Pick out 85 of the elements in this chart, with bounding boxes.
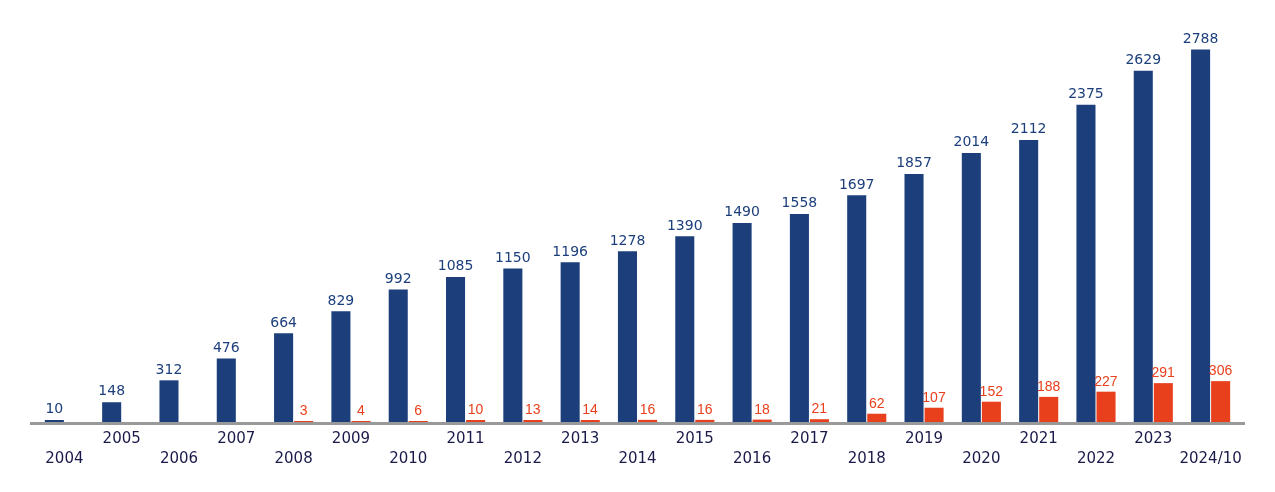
x-tick-label: 2023 — [1134, 429, 1173, 447]
x-tick-label: 2024/10 — [1179, 448, 1242, 467]
bar — [789, 213, 809, 422]
data-label: 14 — [582, 401, 599, 417]
x-tick-label: 2009 — [331, 429, 371, 447]
data-label: 10 — [467, 401, 484, 417]
data-label: 1857 — [896, 154, 932, 171]
bar — [1039, 396, 1059, 422]
x-tick-label: 2013 — [561, 429, 600, 447]
x-tick-label: 2008 — [274, 448, 313, 467]
data-label: 62 — [868, 394, 885, 411]
data-label: 18 — [754, 400, 771, 417]
bar — [867, 413, 887, 422]
bar — [1076, 104, 1096, 422]
bar — [732, 222, 752, 422]
data-label: 1490 — [724, 203, 760, 220]
data-label: 148 — [98, 382, 126, 399]
x-tick-label: 2018 — [847, 448, 886, 467]
data-label: 2788 — [1182, 29, 1219, 46]
bar — [560, 262, 580, 422]
data-label: 6 — [414, 402, 423, 418]
data-label: 3 — [299, 402, 308, 418]
data-label: 1390 — [666, 216, 703, 233]
data-label: 2112 — [1010, 120, 1047, 137]
x-tick-label: 2021 — [1019, 429, 1058, 447]
x-tick-label: 2007 — [217, 429, 256, 447]
data-label: 16 — [696, 400, 713, 417]
bar — [1211, 381, 1231, 422]
data-label: 16 — [639, 400, 656, 417]
data-label: 476 — [212, 338, 240, 355]
x-tick-label: 2005 — [102, 429, 141, 447]
bar — [102, 402, 122, 422]
bar — [1133, 70, 1153, 422]
x-tick-label: 2019 — [904, 429, 944, 447]
bar — [695, 419, 715, 422]
bar — [924, 407, 944, 422]
data-label: 1196 — [552, 242, 589, 259]
data-label: 2014 — [953, 133, 990, 150]
data-label: 312 — [155, 360, 183, 377]
data-label: 1697 — [838, 175, 875, 192]
bar — [847, 195, 867, 422]
data-label: 1085 — [437, 257, 474, 274]
bar — [159, 380, 179, 422]
data-label: 1558 — [781, 194, 818, 211]
x-tick-label: 2014 — [618, 448, 657, 467]
data-label: 829 — [327, 291, 355, 308]
x-tick-label: 2016 — [733, 448, 772, 467]
x-tick-label: 2010 — [389, 448, 428, 467]
data-label: 10 — [45, 400, 64, 417]
bar — [1019, 139, 1039, 422]
x-tick-label: 2011 — [446, 429, 485, 447]
bar — [638, 419, 658, 422]
data-label: 13 — [525, 401, 541, 417]
bar — [503, 268, 523, 422]
data-label: 21 — [811, 400, 828, 417]
bar — [961, 152, 981, 422]
data-label: 992 — [384, 269, 412, 286]
data-label: 664 — [270, 313, 298, 330]
data-label: 4 — [356, 402, 365, 418]
bar — [981, 401, 1001, 422]
data-label: 188 — [1036, 377, 1061, 394]
bar — [617, 251, 637, 422]
data-label: 2375 — [1068, 85, 1104, 102]
bar — [1191, 49, 1211, 422]
x-tick-label: 2004 — [45, 448, 84, 467]
x-tick-label: 2015 — [675, 429, 714, 447]
bar — [904, 173, 924, 422]
bar — [675, 236, 695, 422]
bar — [274, 333, 294, 422]
data-label: 227 — [1094, 372, 1118, 389]
x-tick-label: 2022 — [1076, 448, 1116, 467]
bar — [1096, 391, 1116, 422]
x-tick-label: 2012 — [503, 448, 542, 467]
x-tick-label: 2020 — [962, 448, 1001, 467]
bar — [446, 277, 466, 422]
data-label: 1278 — [609, 231, 646, 248]
data-label: 1150 — [495, 248, 531, 265]
x-tick-label: 2017 — [790, 429, 829, 447]
bar — [331, 311, 351, 422]
bar — [1153, 383, 1173, 422]
bar — [388, 289, 408, 422]
bar — [216, 358, 236, 422]
data-label: 2629 — [1125, 51, 1162, 68]
bar — [809, 419, 829, 422]
x-tick-label: 2006 — [159, 448, 199, 467]
